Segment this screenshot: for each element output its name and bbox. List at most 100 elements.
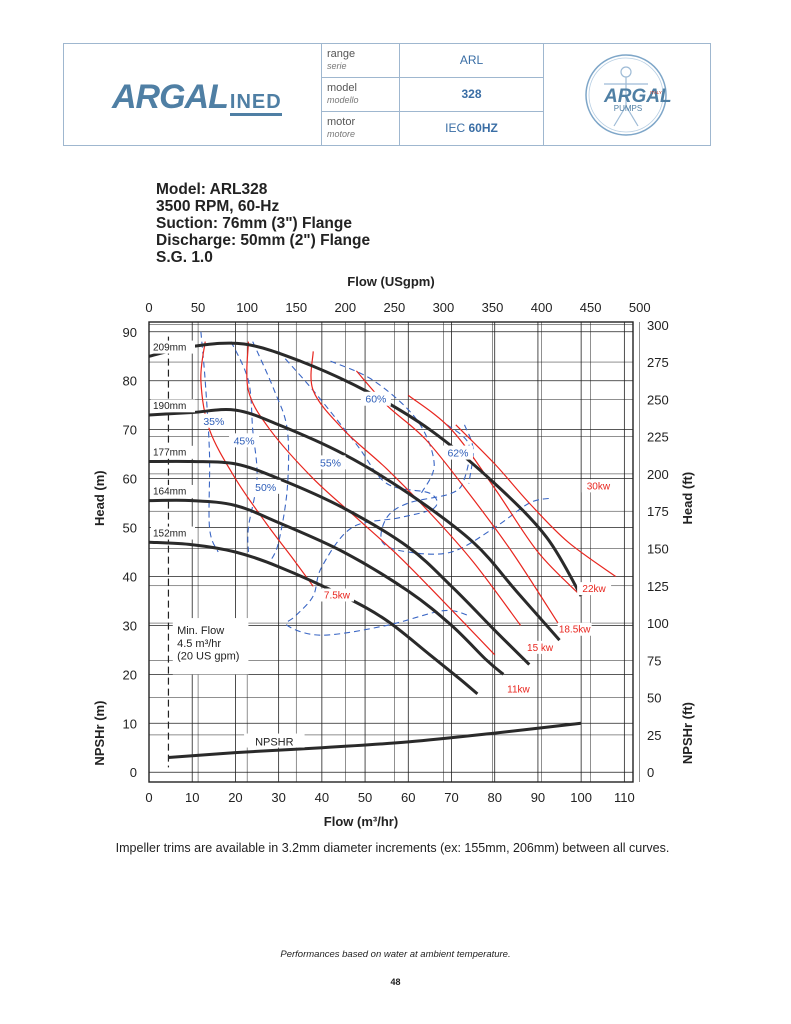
x-axis-title: Flow (m³/hr)	[324, 814, 398, 829]
model-line: Model: ARL328	[156, 181, 268, 198]
motor-row: motor motore IEC 60HZ	[321, 112, 543, 145]
min-flow-label: Min. Flow	[177, 625, 224, 637]
y-tick-label: 60	[123, 472, 137, 487]
power-line	[310, 351, 522, 626]
efficiency-label: 55%	[320, 457, 341, 469]
plot-frame	[148, 321, 634, 783]
top-tick-label: 200	[334, 300, 356, 315]
efficiency-label-bg	[442, 445, 473, 460]
efficiency-contour	[330, 360, 435, 494]
impeller-label-bg	[151, 399, 195, 413]
power-label-bg	[581, 479, 616, 493]
power-label-bg	[523, 640, 558, 654]
right-tick-label: 100	[647, 616, 669, 631]
top-tick-label: 350	[482, 300, 504, 315]
range-label-it: serie	[327, 61, 347, 71]
power-line	[407, 394, 582, 597]
right-tick-label: 25	[647, 728, 661, 743]
power-label-bg	[319, 588, 354, 602]
efficiency-label: 45%	[234, 435, 255, 447]
power-label-bg	[501, 682, 536, 696]
impeller-label: 177mm	[153, 448, 186, 459]
right-tick-label: 225	[647, 430, 669, 445]
npshr-curve	[168, 721, 582, 759]
impeller-curve-177mm	[148, 459, 531, 666]
impeller-label-bg	[151, 340, 195, 354]
model-label: model	[327, 82, 357, 94]
rpm-line: 3500 RPM, 60-Hz	[156, 198, 280, 215]
efficiency-label-bg	[360, 391, 391, 406]
right-tick-label: 125	[647, 579, 669, 594]
right-tick-label: 0	[647, 765, 654, 780]
efficiency-label-bg	[315, 455, 346, 470]
top-axis-title: Flow (USgpm)	[347, 274, 434, 289]
right-tick-label: 175	[647, 504, 669, 519]
y-axis-title-left: Head (m)	[92, 470, 107, 526]
right-tick-label: 300	[647, 318, 669, 333]
right-tick-label: 275	[647, 355, 669, 370]
brand-logo-text: ARGAL	[603, 86, 672, 107]
power-line	[246, 341, 496, 656]
logo-sub-text: INED	[229, 91, 282, 116]
y-tick-label: 20	[123, 667, 137, 682]
x-tick-label: 30	[271, 790, 285, 805]
impeller-trim-note: Impeller trims are available in 3.2mm di…	[115, 841, 670, 855]
model-value: 328	[461, 87, 482, 101]
range-label: range	[327, 48, 356, 60]
min-flow-usgpm: (20 US gpm)	[177, 651, 239, 663]
min-flow-box	[172, 618, 249, 675]
x-tick-label: 20	[228, 790, 242, 805]
right-tick-label: 200	[647, 467, 669, 482]
impeller-curve-164mm	[148, 498, 505, 676]
impeller-label-bg	[151, 445, 195, 459]
impeller-label: 164mm	[153, 487, 186, 498]
argal-lined-logo: ARGAL INED	[64, 44, 322, 145]
efficiency-label-bg	[229, 433, 260, 448]
efficiency-contour	[230, 341, 258, 553]
power-line	[455, 424, 617, 577]
header-table: ARGAL INED range serie ARL model modello …	[63, 43, 711, 146]
top-tick-label: 0	[145, 300, 152, 315]
y-tick-label: 90	[123, 325, 137, 340]
page-number: 48	[390, 977, 401, 987]
power-label: 18.5kw	[559, 625, 591, 636]
y-tick-label: 80	[123, 374, 137, 389]
npshr-axis-title-right: NPSHr (ft)	[680, 702, 695, 764]
brand-sub-text: PUMPS	[614, 104, 642, 113]
x-tick-label: 10	[185, 790, 199, 805]
y-axis-title-right: Head (ft)	[680, 472, 695, 525]
top-tick-label: 100	[236, 300, 258, 315]
top-tick-label: 250	[384, 300, 406, 315]
x-tick-label: 90	[531, 790, 545, 805]
power-label-bg	[577, 582, 612, 596]
y-tick-label: 40	[123, 569, 137, 584]
power-label: 15 kw	[527, 643, 554, 654]
top-tick-label: 400	[531, 300, 553, 315]
efficiency-contour	[380, 424, 552, 555]
x-tick-label: 80	[487, 790, 501, 805]
efficiency-contour	[252, 341, 290, 563]
efficiency-contour	[463, 424, 474, 484]
top-tick-label: 500	[629, 300, 651, 315]
npshr-axis-title-left: NPSHr (m)	[92, 701, 107, 766]
right-tick-label: 50	[647, 691, 661, 706]
impeller-label-bg	[151, 526, 195, 540]
y-tick-label: 70	[123, 423, 137, 438]
y-tick-label: 10	[123, 716, 137, 731]
motor-label: motor	[327, 116, 356, 128]
model-row: model modello 328	[321, 78, 543, 112]
brand-tag-text: ITALY	[650, 90, 662, 95]
right-tick-label: 250	[647, 392, 669, 407]
top-tick-label: 300	[433, 300, 455, 315]
efficiency-label: 60%	[365, 394, 386, 406]
motor-value: IEC 60HZ	[400, 112, 543, 145]
power-label-bg	[557, 622, 592, 636]
impeller-curve-190mm	[148, 407, 561, 642]
efficiency-label: 50%	[255, 482, 276, 494]
efficiency-label-bg	[198, 413, 229, 428]
min-flow-value: 4.5 m³/hr	[177, 638, 221, 650]
model-label-it: modello	[327, 95, 359, 105]
